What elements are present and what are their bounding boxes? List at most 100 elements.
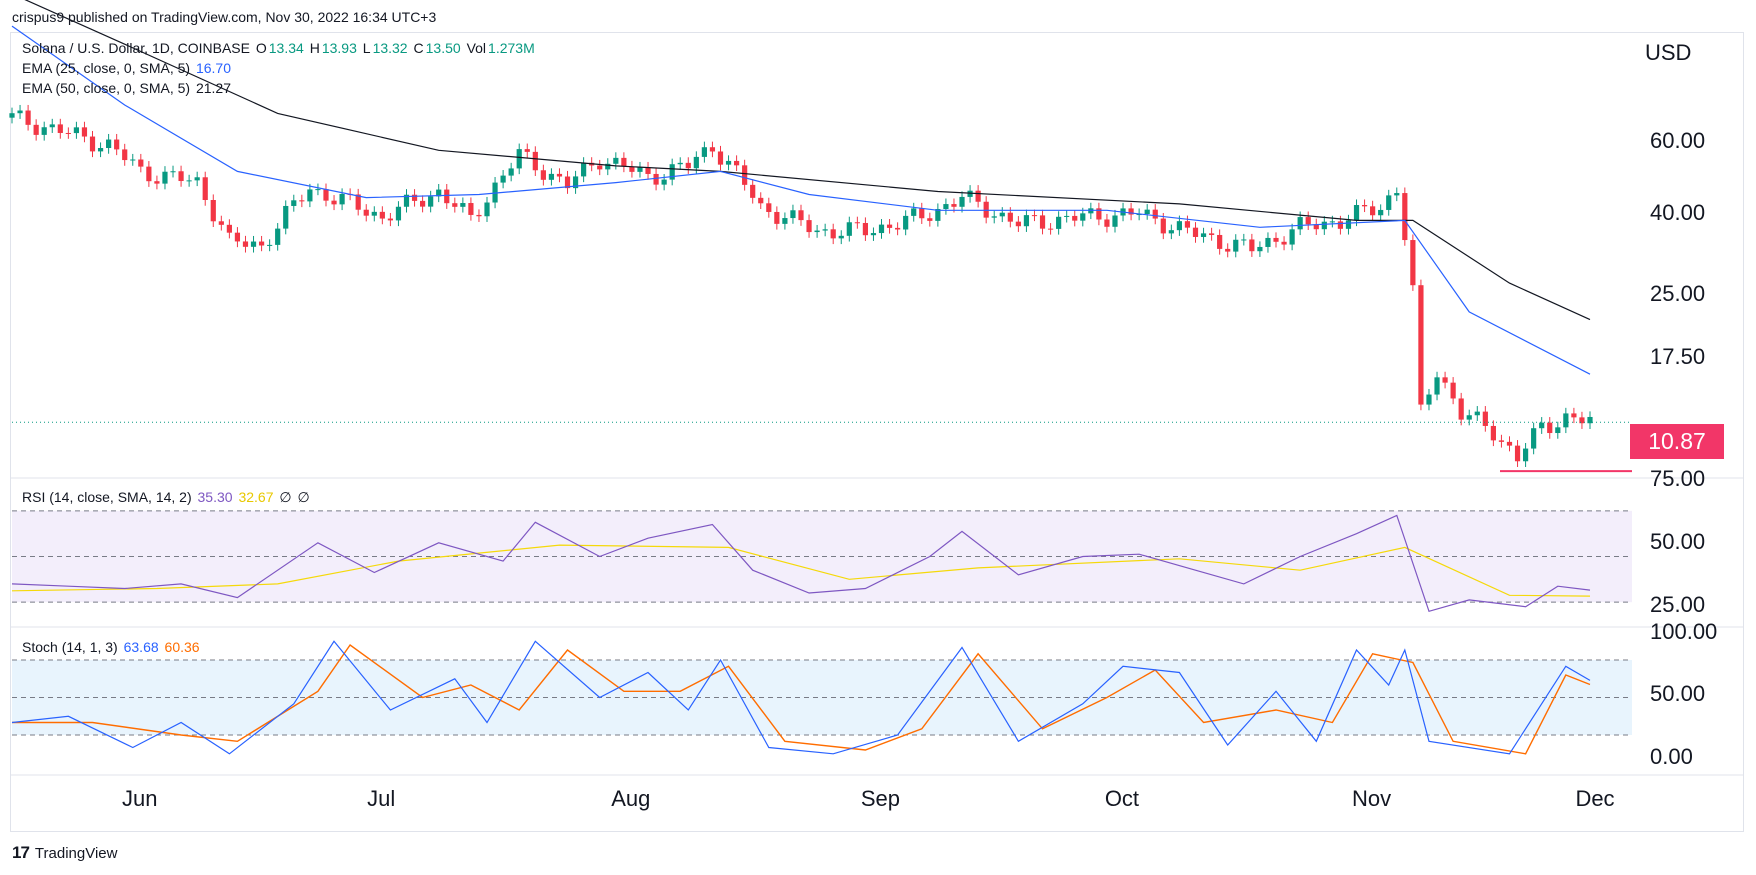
candle-body bbox=[1152, 209, 1158, 219]
candle-body bbox=[81, 127, 88, 137]
candle-body bbox=[951, 204, 957, 207]
candle-body bbox=[1378, 209, 1384, 216]
rsi-tick-label: 50.00 bbox=[1650, 529, 1705, 554]
rsi-label: RSI (14, close, SMA, 14, 2) bbox=[22, 489, 192, 505]
candle-body bbox=[1112, 215, 1118, 227]
candle-body bbox=[275, 228, 281, 245]
candle-body bbox=[878, 224, 885, 234]
candle-body bbox=[57, 124, 63, 133]
candle-body bbox=[1007, 212, 1013, 222]
candle-body bbox=[371, 211, 377, 216]
candle-body bbox=[637, 167, 643, 172]
rsi-line bbox=[11, 514, 1591, 613]
candle-body bbox=[73, 127, 80, 134]
candle-body bbox=[1241, 239, 1247, 241]
candle-body bbox=[267, 244, 273, 246]
candle-body bbox=[846, 222, 852, 236]
ema25-label: EMA (25, close, 0, SMA, 5) bbox=[22, 60, 191, 76]
candle-body bbox=[1136, 214, 1142, 216]
candle-body bbox=[581, 162, 587, 177]
candle-body bbox=[395, 206, 402, 221]
footer-brand-name: TradingView bbox=[34, 844, 118, 862]
candle-body bbox=[1386, 195, 1392, 210]
candle-body bbox=[1587, 416, 1593, 424]
time-axis-label: Oct bbox=[1105, 786, 1139, 811]
candle-body bbox=[830, 229, 836, 239]
candle-body bbox=[911, 208, 917, 216]
candle-body bbox=[25, 110, 31, 125]
candle-body bbox=[283, 205, 289, 229]
candle-body bbox=[1563, 413, 1569, 428]
candle-body bbox=[387, 218, 393, 221]
candle-body bbox=[258, 241, 265, 246]
candle-body bbox=[1442, 377, 1448, 383]
candle-body bbox=[1571, 413, 1577, 418]
candle-body bbox=[669, 164, 675, 180]
candle-body bbox=[9, 113, 15, 118]
time-axis-label: Jun bbox=[122, 786, 157, 811]
candle-body bbox=[291, 200, 297, 206]
candle-body bbox=[1168, 230, 1174, 234]
candle-body bbox=[210, 200, 216, 222]
candle-body bbox=[315, 189, 321, 191]
stoch-tick-label: 50.00 bbox=[1650, 681, 1705, 706]
footer-brand: 17 TradingView bbox=[12, 843, 117, 863]
candle-body bbox=[420, 200, 426, 207]
candle-body bbox=[532, 151, 538, 171]
candle-body bbox=[1217, 234, 1223, 249]
stoch-d-line bbox=[12, 644, 1591, 755]
candle-body bbox=[903, 215, 909, 230]
time-axis-label: Sep bbox=[861, 786, 900, 811]
candle-body bbox=[307, 189, 313, 202]
candle-body bbox=[460, 203, 466, 207]
time-axis-label: Aug bbox=[611, 786, 650, 811]
low-value: 13.32 bbox=[372, 40, 408, 56]
high-label: H bbox=[309, 40, 320, 56]
candle-body bbox=[1096, 208, 1102, 220]
rsi-tick-label: 25.00 bbox=[1650, 592, 1705, 617]
candle-body bbox=[146, 166, 152, 182]
ema50-label: EMA (50, close, 0, SMA, 5) bbox=[22, 80, 191, 96]
candle-body bbox=[1514, 445, 1521, 462]
candle-body bbox=[1321, 221, 1327, 230]
candle-body bbox=[1337, 221, 1344, 229]
candle-body bbox=[1031, 215, 1038, 217]
symbol-legend: Solana / U.S. Dollar, 1D, COINBASE O 13.3… bbox=[22, 40, 537, 56]
candle-body bbox=[959, 196, 965, 207]
candle-body bbox=[65, 132, 71, 134]
candle-body bbox=[1273, 237, 1279, 242]
candle-body bbox=[1200, 233, 1207, 237]
candle-body bbox=[1482, 411, 1488, 426]
candle-body bbox=[89, 136, 96, 152]
rsi-ma-line bbox=[11, 544, 1591, 597]
candle-body bbox=[484, 202, 490, 217]
candle-body bbox=[226, 224, 232, 233]
candle-body bbox=[895, 227, 901, 230]
open-value: 13.34 bbox=[268, 40, 304, 56]
candle-body bbox=[1064, 215, 1070, 217]
candle-body bbox=[774, 211, 780, 224]
candle-body bbox=[1539, 422, 1545, 429]
candle-body bbox=[854, 222, 860, 224]
candle-body bbox=[677, 162, 683, 165]
candle-body bbox=[250, 241, 257, 247]
open-label: O bbox=[255, 40, 267, 56]
candle-body bbox=[444, 189, 450, 204]
candle-body bbox=[1466, 415, 1472, 420]
candle-body bbox=[242, 241, 249, 247]
candle-body bbox=[1410, 240, 1416, 286]
candle-body bbox=[725, 160, 732, 165]
candle-body bbox=[41, 127, 47, 135]
candle-body bbox=[750, 184, 756, 198]
candle-body bbox=[162, 171, 168, 184]
candle-body bbox=[613, 157, 619, 164]
ema50-legend: EMA (50, close, 0, SMA, 5) 21.27 bbox=[22, 80, 233, 96]
candle-body bbox=[919, 208, 925, 219]
candle-body bbox=[500, 175, 506, 183]
candle-body bbox=[33, 124, 39, 135]
candle-body bbox=[967, 190, 973, 197]
rsi-legend: RSI (14, close, SMA, 14, 2) 35.30 32.67 … bbox=[22, 489, 312, 506]
candle-body bbox=[1047, 228, 1054, 230]
candle-body bbox=[1015, 221, 1021, 227]
